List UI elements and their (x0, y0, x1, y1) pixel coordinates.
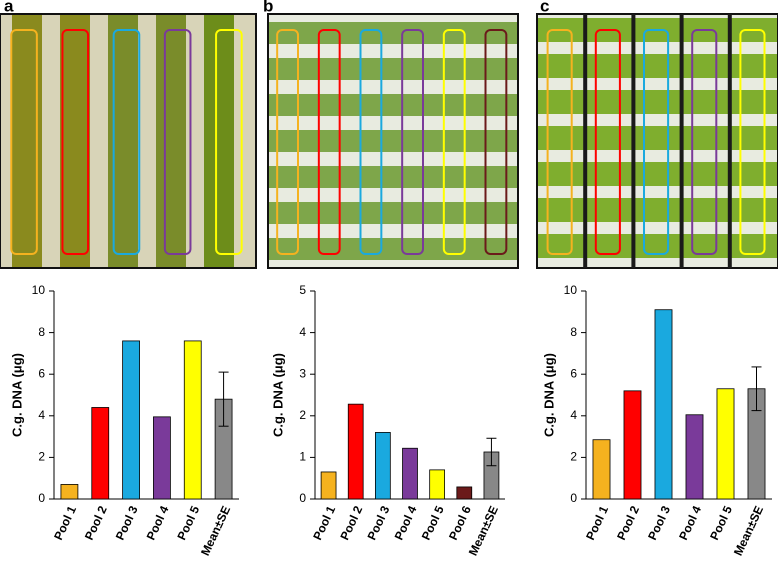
separator (583, 14, 588, 268)
pool-outline (61, 29, 90, 255)
leaf (269, 58, 517, 80)
x-tick-label: Pool 5 (174, 503, 202, 542)
leaf (538, 90, 777, 114)
pool-outline (691, 29, 718, 255)
bar (685, 414, 704, 500)
bar (91, 407, 110, 500)
pool-outline (484, 29, 508, 255)
leaf (269, 22, 517, 44)
leaf (269, 238, 517, 260)
y-tick-label: 4 (38, 408, 45, 422)
photo (0, 13, 257, 269)
x-tick-label: Mean±SE (198, 504, 233, 558)
y-tick-label: 0 (570, 491, 577, 505)
bar (402, 447, 418, 500)
leaf (538, 54, 777, 78)
leaf (204, 15, 234, 267)
leaf (269, 166, 517, 188)
pool-outline (401, 29, 424, 255)
x-tick-label: Pool 3 (645, 503, 673, 542)
x-tick-label: Pool 4 (392, 503, 420, 542)
leaf (108, 15, 138, 267)
leaf (538, 198, 777, 222)
bar (429, 469, 446, 500)
pool-outline (359, 29, 383, 255)
x-tick-label: Pool 6 (446, 503, 474, 542)
leaf (156, 15, 186, 267)
photo (267, 13, 519, 269)
x-tick-label: Pool 5 (707, 503, 735, 542)
pool-outline (643, 29, 670, 255)
x-tick-label: Pool 3 (113, 503, 141, 542)
leaf (60, 15, 90, 267)
y-tick-label: 0 (299, 491, 306, 505)
x-tick-label: Pool 1 (51, 503, 79, 542)
panel-label: a (4, 0, 14, 15)
separator (727, 14, 732, 268)
y-tick-label: 8 (38, 325, 45, 339)
y-tick-label: 6 (38, 366, 45, 380)
leaf (269, 94, 517, 116)
x-tick-label: Pool 1 (583, 503, 611, 542)
y-tick-label: 0 (38, 491, 45, 505)
x-tick-label: Pool 2 (337, 503, 365, 542)
y-tick-label: 4 (299, 325, 306, 339)
bar (654, 309, 673, 500)
bar (623, 390, 642, 500)
y-tick-label: 2 (570, 450, 577, 464)
pool-outline (546, 29, 573, 255)
bar (122, 340, 140, 500)
leaf (538, 126, 777, 150)
pool-outline (317, 29, 341, 255)
y-tick-label: 5 (299, 283, 306, 297)
bar (320, 471, 337, 500)
y-tick-label: 1 (299, 450, 306, 464)
pool-outline (112, 29, 141, 255)
x-tick-label: Pool 2 (614, 503, 642, 542)
panel-label: c (540, 0, 549, 15)
bar (374, 432, 391, 500)
y-tick-label: 10 (564, 283, 578, 297)
y-tick-label: 6 (570, 366, 577, 380)
bar (153, 416, 171, 500)
photo (536, 13, 778, 269)
x-tick-label: Pool 4 (144, 503, 172, 542)
bar (716, 388, 735, 500)
pool-outline (163, 29, 192, 255)
y-axis-label: C.g. DNA (μg) (541, 353, 556, 437)
y-tick-label: 10 (32, 283, 46, 297)
y-tick-label: 8 (570, 325, 577, 339)
pool-outline (10, 29, 38, 255)
y-tick-label: 4 (570, 408, 577, 422)
pool-outline (276, 29, 299, 255)
x-tick-label: Pool 5 (419, 503, 447, 542)
separator (631, 14, 636, 268)
bar (456, 486, 473, 500)
pool-outline (739, 29, 766, 255)
y-tick-label: 3 (299, 366, 306, 380)
pool-outline (215, 29, 243, 255)
x-tick-label: Pool 2 (82, 503, 110, 542)
x-tick-label: Pool 3 (365, 503, 393, 542)
leaf (538, 162, 777, 186)
y-axis-label: C.g. DNA (μg) (9, 353, 24, 437)
pool-outline (594, 29, 621, 255)
x-tick-label: Pool 4 (676, 503, 704, 542)
separator (679, 14, 684, 268)
y-tick-label: 2 (299, 408, 306, 422)
panel-label: b (263, 0, 273, 15)
bar (183, 340, 202, 500)
x-tick-label: Mean±SE (731, 504, 766, 558)
bar (592, 439, 611, 500)
bar (347, 403, 364, 500)
y-tick-label: 2 (38, 450, 45, 464)
leaf (269, 202, 517, 224)
bar (60, 484, 79, 500)
leaf (269, 130, 517, 152)
y-axis-label: C.g. DNA (μg) (270, 353, 285, 437)
pool-outline (442, 29, 466, 255)
x-tick-label: Pool 1 (310, 503, 338, 542)
